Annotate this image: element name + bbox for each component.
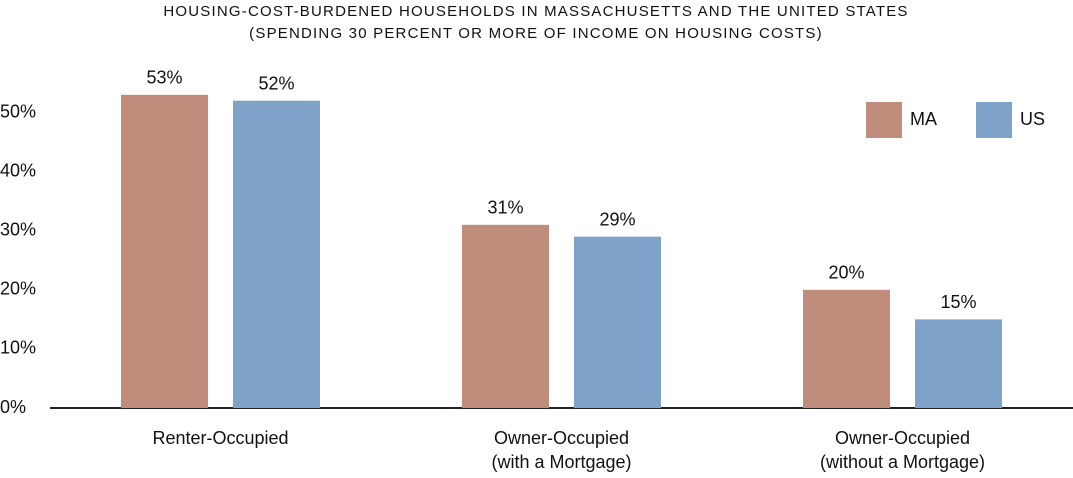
value-label: 53% bbox=[146, 68, 182, 88]
bar bbox=[574, 236, 661, 408]
value-label: 20% bbox=[828, 263, 864, 283]
bar bbox=[121, 94, 208, 409]
x-tick-label: Owner-Occupied (without a Mortgage) bbox=[819, 428, 986, 472]
value-label: 52% bbox=[258, 73, 294, 93]
legend-label: US bbox=[1020, 109, 1045, 129]
bar bbox=[803, 289, 890, 408]
bar bbox=[462, 224, 549, 408]
y-tick-label: 20% bbox=[0, 279, 36, 299]
value-label: 29% bbox=[599, 209, 635, 229]
y-tick-label: 30% bbox=[0, 219, 36, 239]
y-tick-label: 40% bbox=[0, 160, 36, 180]
legend-swatch bbox=[866, 102, 902, 138]
x-tick-label: Renter-Occupied bbox=[152, 428, 289, 448]
legend-swatch bbox=[976, 102, 1012, 138]
chart-title: HOUSING-COST-BURDENED HOUSEHOLDS IN MASS… bbox=[163, 3, 908, 20]
bar bbox=[915, 319, 1002, 408]
y-tick-label: 0% bbox=[0, 397, 26, 417]
value-label: 31% bbox=[487, 198, 523, 218]
y-tick-label: 50% bbox=[0, 101, 36, 121]
y-tick-label: 10% bbox=[0, 338, 36, 358]
x-tick-label: Owner-Occupied (with a Mortgage) bbox=[491, 428, 632, 472]
value-label: 15% bbox=[940, 292, 976, 312]
bar bbox=[233, 100, 320, 409]
legend-label: MA bbox=[910, 109, 937, 129]
chart-subtitle: (SPENDING 30 PERCENT OR MORE OF INCOME O… bbox=[249, 25, 823, 42]
